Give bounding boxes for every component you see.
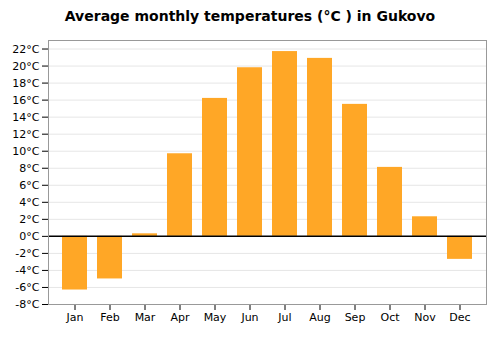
svg-text:4°C: 4°C	[19, 196, 39, 209]
svg-text:16°C: 16°C	[12, 94, 39, 107]
svg-text:10°C: 10°C	[12, 145, 39, 158]
svg-text:22°C: 22°C	[12, 43, 39, 56]
svg-text:Oct: Oct	[380, 311, 400, 324]
svg-text:-8°C: -8°C	[15, 298, 39, 311]
svg-text:-2°C: -2°C	[15, 247, 39, 260]
svg-text:Sep: Sep	[345, 311, 366, 324]
svg-text:Nov: Nov	[414, 311, 436, 324]
svg-text:2°C: 2°C	[19, 213, 39, 226]
svg-text:Jun: Jun	[240, 311, 258, 324]
svg-text:14°C: 14°C	[12, 111, 39, 124]
svg-text:-4°C: -4°C	[15, 264, 39, 277]
svg-text:Aug: Aug	[309, 311, 330, 324]
svg-text:6°C: 6°C	[19, 179, 39, 192]
svg-text:0°C: 0°C	[19, 230, 39, 243]
svg-text:May: May	[204, 311, 227, 324]
svg-text:-6°C: -6°C	[15, 281, 39, 294]
svg-text:18°C: 18°C	[12, 77, 39, 90]
svg-text:Dec: Dec	[449, 311, 470, 324]
svg-text:Mar: Mar	[135, 311, 156, 324]
svg-text:Jan: Jan	[66, 311, 84, 324]
svg-text:Apr: Apr	[170, 311, 190, 324]
svg-text:12°C: 12°C	[12, 128, 39, 141]
svg-text:Feb: Feb	[100, 311, 119, 324]
svg-text:Jul: Jul	[277, 311, 291, 324]
html-text:Average monthly temperatures (: Average monthly temperatures (°C ) in Gu…	[64, 8, 436, 24]
svg-text:20°C: 20°C	[12, 60, 39, 73]
svg-text:8°C: 8°C	[19, 162, 39, 175]
